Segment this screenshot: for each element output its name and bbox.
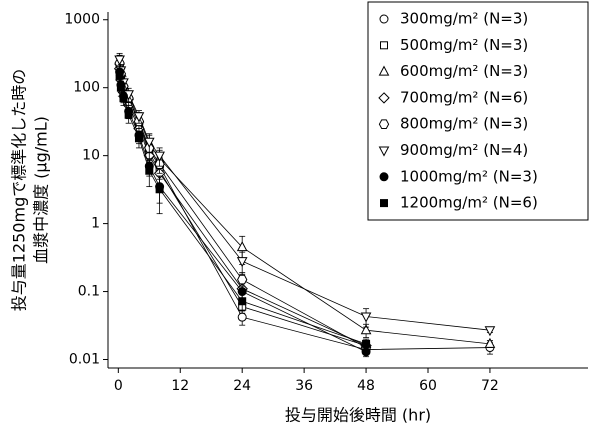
legend-label: 600mg/m² (N=3) — [400, 62, 528, 80]
legend-label: 500mg/m² (N=3) — [400, 36, 528, 54]
marker — [360, 324, 372, 335]
y-axis-label-group: 投与量1250mgで標準化した時の 血漿中濃度 (μg/mL) — [10, 69, 51, 311]
y-axis-label: 血漿中濃度 (μg/mL) — [32, 116, 51, 264]
y-tick-label: 1 — [91, 216, 100, 232]
y-tick-label: 10 — [82, 148, 100, 164]
marker — [236, 241, 248, 252]
x-tick-label: 60 — [419, 378, 437, 394]
marker — [378, 119, 390, 129]
marker — [116, 83, 125, 92]
y-tick-label: 1000 — [64, 12, 100, 28]
marker — [380, 41, 388, 50]
marker — [115, 71, 124, 80]
marker — [154, 151, 165, 162]
legend-label: 1200mg/m² (N=6) — [400, 194, 538, 212]
x-tick-label: 36 — [295, 378, 313, 394]
marker — [237, 312, 247, 322]
legend-label: 800mg/m² (N=3) — [400, 115, 528, 133]
marker — [145, 166, 154, 175]
marker — [119, 94, 128, 103]
x-tick-label: 48 — [357, 378, 375, 394]
marker — [236, 257, 248, 268]
marker — [360, 312, 372, 323]
marker — [378, 146, 390, 157]
x-tick-label: 72 — [481, 378, 499, 394]
marker — [124, 110, 133, 119]
y-tick-label: 0.1 — [78, 284, 100, 300]
marker — [155, 185, 164, 194]
marker — [133, 112, 145, 123]
marker — [238, 297, 247, 306]
marker — [380, 199, 388, 208]
legend-box — [367, 1, 589, 221]
x-axis-label: 投与開始後時間 (hr) — [285, 406, 431, 425]
marker — [143, 137, 155, 148]
marker — [379, 172, 389, 182]
x-tick-label: 12 — [171, 378, 189, 394]
marker — [378, 65, 390, 76]
marker — [484, 337, 496, 348]
marker — [362, 339, 371, 348]
legend-label: 1000mg/m² (N=3) — [400, 167, 538, 185]
y-tick-label: 100 — [73, 80, 100, 96]
x-tick-label: 24 — [233, 378, 251, 394]
legend-label: 300mg/m² (N=3) — [400, 10, 528, 28]
legend-label: 900mg/m² (N=4) — [400, 141, 528, 159]
legend-label: 700mg/m² (N=6) — [400, 88, 528, 106]
marker — [378, 92, 390, 104]
marker — [379, 14, 389, 24]
marker — [237, 274, 248, 285]
error-bar — [156, 175, 163, 215]
marker — [114, 55, 125, 66]
marker — [134, 134, 143, 143]
y-axis-label: 投与量1250mgで標準化した時の — [10, 69, 29, 311]
x-tick-label: 0 — [114, 378, 123, 394]
y-tick-label: 0.01 — [69, 352, 100, 368]
marker — [484, 326, 496, 337]
